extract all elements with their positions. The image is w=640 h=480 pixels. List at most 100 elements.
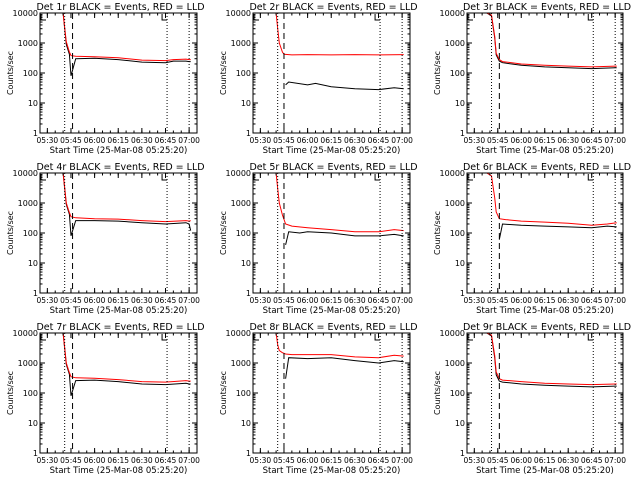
y-tick-label: 100	[23, 389, 38, 398]
x-tick-label: 06:00	[297, 296, 319, 305]
series-line-events	[285, 231, 404, 246]
series-line-events	[41, 332, 191, 397]
detector-panel-8: Det 8r BLACK = Events, RED = LLD 1 10 100 10…	[219, 322, 418, 476]
x-tick-label: 06:15	[534, 296, 556, 305]
x-tick-label: 06:45	[581, 296, 603, 305]
x-tick-label: 05:30	[463, 296, 485, 305]
x-tick-label: 06:30	[131, 456, 153, 465]
x-tick-label: 06:45	[581, 136, 603, 145]
y-tick-label: 1000	[445, 39, 465, 48]
detector-panel-1: Det 1r BLACK = Events, RED = LLD 1 10 100 10…	[6, 2, 205, 156]
x-tick-label: 06:45	[368, 456, 390, 465]
x-tick-label: 07:00	[604, 456, 626, 465]
saa-bracket-icon	[161, 334, 168, 341]
x-tick-label: 06:00	[84, 456, 106, 465]
y-tick-label: 10000	[226, 9, 251, 18]
x-tick-label: 05:30	[250, 136, 272, 145]
saa-bracket-icon	[374, 334, 381, 341]
panel-title: Det 7r BLACK = Events, RED = LLD	[36, 322, 204, 333]
x-tick-label: 06:45	[155, 136, 177, 145]
y-tick-label: 10	[455, 419, 465, 428]
detector-panel-6: Det 6r BLACK = Events, RED = LLD 1 10 100 10…	[433, 162, 631, 316]
x-tick-label: 07:00	[391, 296, 413, 305]
x-tick-label: 05:45	[487, 456, 509, 465]
x-tick-label: 05:30	[37, 296, 59, 305]
y-tick-label: 100	[236, 229, 251, 238]
panel-title: Det 5r BLACK = Events, RED = LLD	[249, 162, 417, 173]
plot-frame	[252, 12, 411, 134]
y-tick-label: 1	[460, 449, 465, 458]
x-axis-label: Start Time (25-Mar-08 05:25:20)	[263, 146, 401, 156]
series-line-events	[41, 12, 191, 77]
series-line-lld	[468, 12, 617, 68]
y-tick-label: 1000	[231, 199, 251, 208]
x-tick-label: 06:15	[534, 136, 556, 145]
x-tick-label: 06:00	[510, 296, 532, 305]
panel-title: Det 2r BLACK = Events, RED = LLD	[249, 2, 417, 13]
detector-panel-3: Det 3r BLACK = Events, RED = LLD 1 10 100 10…	[433, 2, 631, 156]
y-tick-label: 100	[23, 229, 38, 238]
y-tick-label: 10000	[13, 329, 38, 338]
x-tick-label: 06:00	[84, 296, 106, 305]
y-tick-label: 100	[236, 389, 251, 398]
x-tick-label: 07:00	[604, 136, 626, 145]
y-tick-label: 1	[33, 449, 38, 458]
saa-bracket-icon	[253, 174, 259, 181]
y-tick-label: 10000	[226, 169, 251, 178]
x-tick-label: 06:15	[534, 456, 556, 465]
saa-bracket-icon	[587, 14, 594, 21]
x-tick-label: 07:00	[178, 456, 200, 465]
series-line-lld	[41, 172, 191, 223]
plot-frame	[39, 172, 198, 294]
saa-bracket-icon	[587, 334, 594, 341]
detector-panel-2: Det 2r BLACK = Events, RED = LLD 1 10 100 10…	[219, 2, 418, 156]
x-axis-label: Start Time (25-Mar-08 05:25:20)	[263, 466, 401, 476]
saa-bracket-icon	[40, 334, 46, 341]
x-axis-label: Start Time (25-Mar-08 05:25:20)	[50, 466, 188, 476]
x-tick-label: 05:45	[60, 136, 82, 145]
detector-panel-9: Det 9r BLACK = Events, RED = LLD 1 10 100 10…	[433, 322, 631, 476]
y-axis-label: Counts/sec	[6, 211, 15, 255]
series-line-events	[285, 81, 404, 91]
y-axis-label: Counts/sec	[6, 371, 15, 415]
x-tick-label: 05:30	[37, 136, 59, 145]
y-tick-label: 1000	[18, 39, 38, 48]
y-tick-label: 1	[246, 129, 251, 138]
y-tick-label: 1000	[445, 359, 465, 368]
series-line-events	[41, 172, 192, 237]
x-tick-label: 06:00	[297, 456, 319, 465]
x-tick-label: 05:45	[487, 136, 509, 145]
x-tick-label: 06:00	[510, 136, 532, 145]
y-tick-label: 10	[455, 99, 465, 108]
saa-bracket-icon	[374, 174, 381, 181]
x-axis-label: Start Time (25-Mar-08 05:25:20)	[263, 306, 401, 316]
y-tick-label: 10000	[13, 9, 38, 18]
y-tick-label: 10	[241, 259, 251, 268]
x-tick-label: 06:30	[557, 296, 579, 305]
saa-bracket-icon	[467, 174, 473, 181]
x-tick-label: 06:45	[581, 456, 603, 465]
panel-title: Det 1r BLACK = Events, RED = LLD	[36, 2, 204, 13]
y-tick-label: 1	[33, 289, 38, 298]
saa-bracket-icon	[467, 14, 473, 21]
y-axis-label: Counts/sec	[6, 51, 15, 95]
panel-title: Det 4r BLACK = Events, RED = LLD	[36, 162, 204, 173]
x-tick-label: 06:45	[368, 136, 390, 145]
y-tick-label: 1000	[18, 199, 38, 208]
series-line-lld	[41, 332, 191, 383]
y-tick-label: 10000	[13, 169, 38, 178]
plot-frame	[252, 332, 411, 454]
x-axis-label: Start Time (25-Mar-08 05:25:20)	[50, 146, 188, 156]
series-line-lld	[468, 172, 617, 226]
y-axis-label: Counts/sec	[433, 371, 442, 415]
plot-frame	[39, 12, 198, 134]
y-axis-label: Counts/sec	[219, 371, 228, 415]
series-line-lld	[254, 12, 404, 56]
y-tick-label: 100	[236, 69, 251, 78]
y-axis-label: Counts/sec	[219, 211, 228, 255]
y-tick-label: 10	[241, 419, 251, 428]
y-tick-label: 10000	[440, 9, 465, 18]
y-tick-label: 10	[241, 99, 251, 108]
y-tick-label: 1	[460, 129, 465, 138]
